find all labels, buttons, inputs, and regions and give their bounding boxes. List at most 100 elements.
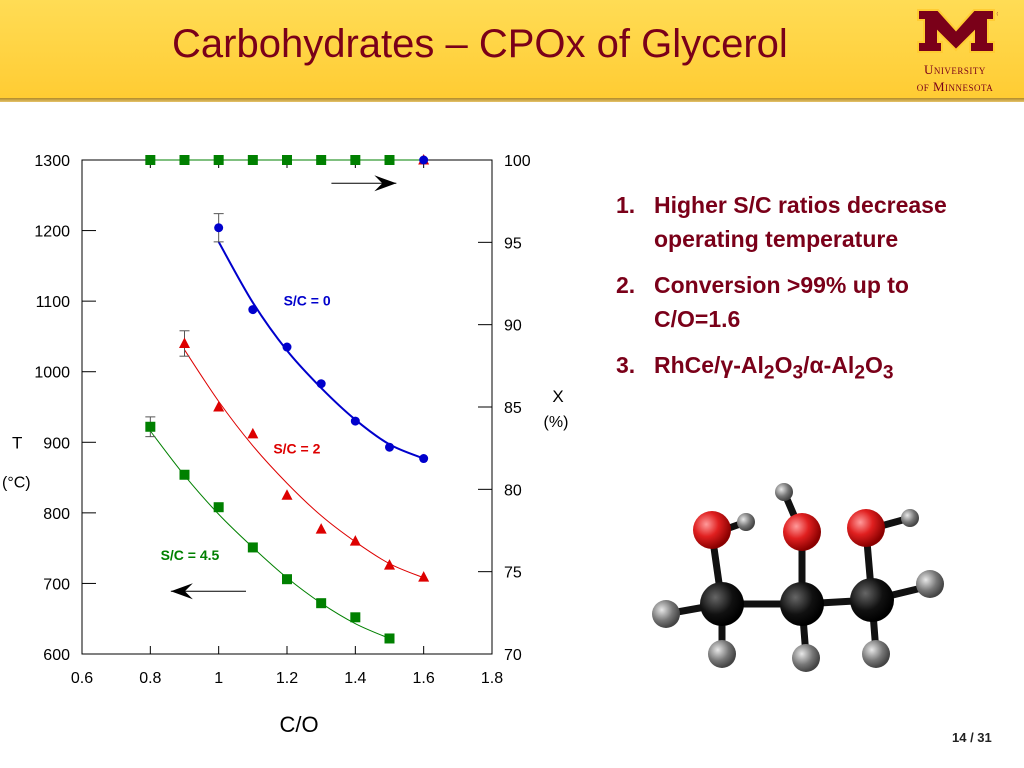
y-tick-label: 800 [43,506,70,523]
slide-title: Carbohydrates – CPOx of Glycerol [172,22,788,66]
temperature-point [315,523,327,534]
carbon-atom [780,582,824,626]
finding-item: 1. Higher S/C ratios decrease operating … [616,188,996,256]
temperature-point [350,612,361,623]
temperature-point [384,559,395,570]
conversion-point [179,155,190,165]
temperature-point [248,305,258,315]
conversion-point [384,155,395,165]
temperature-point [418,571,430,582]
temperature-point [349,535,361,546]
conversion-point [145,155,156,165]
y2-axis-unit: (%) [544,414,569,431]
finding-number: 1. [616,192,636,218]
arrow-head-icon [170,583,193,600]
y-tick-label: 600 [43,647,70,664]
oxygen-atom [847,509,885,547]
conversion-point [350,155,361,165]
x-tick-label: 1.6 [413,670,435,687]
x-tick-label: 0.8 [139,670,161,687]
block-m-icon: ® [917,9,998,53]
temperature-point [179,337,190,348]
slide-header [0,0,1024,98]
temperature-point [282,574,292,585]
hydrogen-atom [792,644,820,672]
y2-axis-label: X [552,387,563,406]
logo-minnesota: of Minnesota [916,79,994,94]
temperature-point [350,416,360,426]
temperature-point [282,342,292,352]
svg-text:®: ® [996,11,998,18]
x-tick-label: 0.6 [71,670,93,687]
x-tick-label: 1 [214,670,223,687]
hydrogen-atom [901,509,919,527]
temperature-point [179,469,190,480]
y-axis-label: T [12,433,22,452]
temperature-point [145,421,156,432]
temperature-point [316,379,326,389]
y2-tick-label: 70 [504,647,522,664]
finding-text: Conversion >99% up to C/O=1.6 [654,272,909,332]
temperature-point [316,598,327,609]
hydrogen-atom [652,600,680,628]
y-tick-label: 900 [43,435,70,452]
y2-tick-label: 80 [504,482,522,499]
hydrogen-atom [862,640,890,668]
temperature-point [214,223,224,233]
temperature-point [247,542,258,553]
temperature-point [419,454,429,464]
header-divider [0,98,1024,102]
y2-tick-label: 85 [504,400,522,417]
y2-tick-label: 75 [504,565,522,582]
arrow-head-icon [374,175,397,192]
y-tick-label: 1000 [34,365,70,382]
y-tick-label: 700 [43,576,70,593]
conversion-point [282,155,292,165]
finding-item: 2. Conversion >99% up to C/O=1.6 [616,268,996,336]
logo-university: University [924,62,986,77]
findings-list: 1. Higher S/C ratios decrease operating … [616,188,996,403]
hydrogen-atom [708,640,736,668]
temperature-point [281,489,293,500]
finding-number: 3. [616,352,636,378]
fit-curve [184,349,424,579]
conversion-point [213,155,224,165]
y-tick-label: 1200 [34,224,70,241]
cpox-chart: 0.6 0.8 1 1.2 1.4 1.6 1.8 600 700 800 900 1000 1100 1… [2,153,569,737]
oxygen-atom [783,513,821,551]
series-label: S/C = 0 [284,292,331,308]
y2-tick-label: 90 [504,318,522,335]
hydrogen-atom [775,483,793,501]
x-tick-label: 1.8 [481,670,503,687]
x-tick-label: 1.2 [276,670,298,687]
conversion-point [419,155,429,165]
y2-tick-label: 95 [504,235,522,252]
temperature-point [213,502,224,513]
y2-tick-label: 100 [504,153,531,170]
temperature-point [384,633,395,644]
temperature-point [213,401,225,412]
finding-text: Higher S/C ratios decrease operating tem… [654,192,947,252]
series-label: S/C = 4.5 [161,547,220,563]
hydrogen-atom [737,513,755,531]
catalyst-formula: RhCe/γ-Al2O3/α-Al2O3 [654,352,894,384]
x-axis-label: C/O [279,712,318,737]
finding-number: 2. [616,272,636,298]
x-tick-label: 1.4 [344,670,366,687]
conversion-point [247,155,258,165]
carbon-atom [700,582,744,626]
carbon-atom [850,578,894,622]
finding-item: 3. RhCe/γ-Al2O3/α-Al2O3 [616,348,996,391]
y-tick-label: 1100 [36,294,71,311]
oxygen-atom [693,511,731,549]
page-number: 14 / 31 [952,730,992,745]
hydrogen-atom [916,570,944,598]
glycerol-molecule-model [652,483,944,672]
series-label: S/C = 2 [273,441,320,457]
fit-curve [217,241,425,460]
y-tick-label: 1300 [34,153,70,170]
temperature-point [247,427,259,439]
conversion-point [316,155,327,165]
fit-curve [149,430,390,639]
temperature-point [385,442,394,452]
